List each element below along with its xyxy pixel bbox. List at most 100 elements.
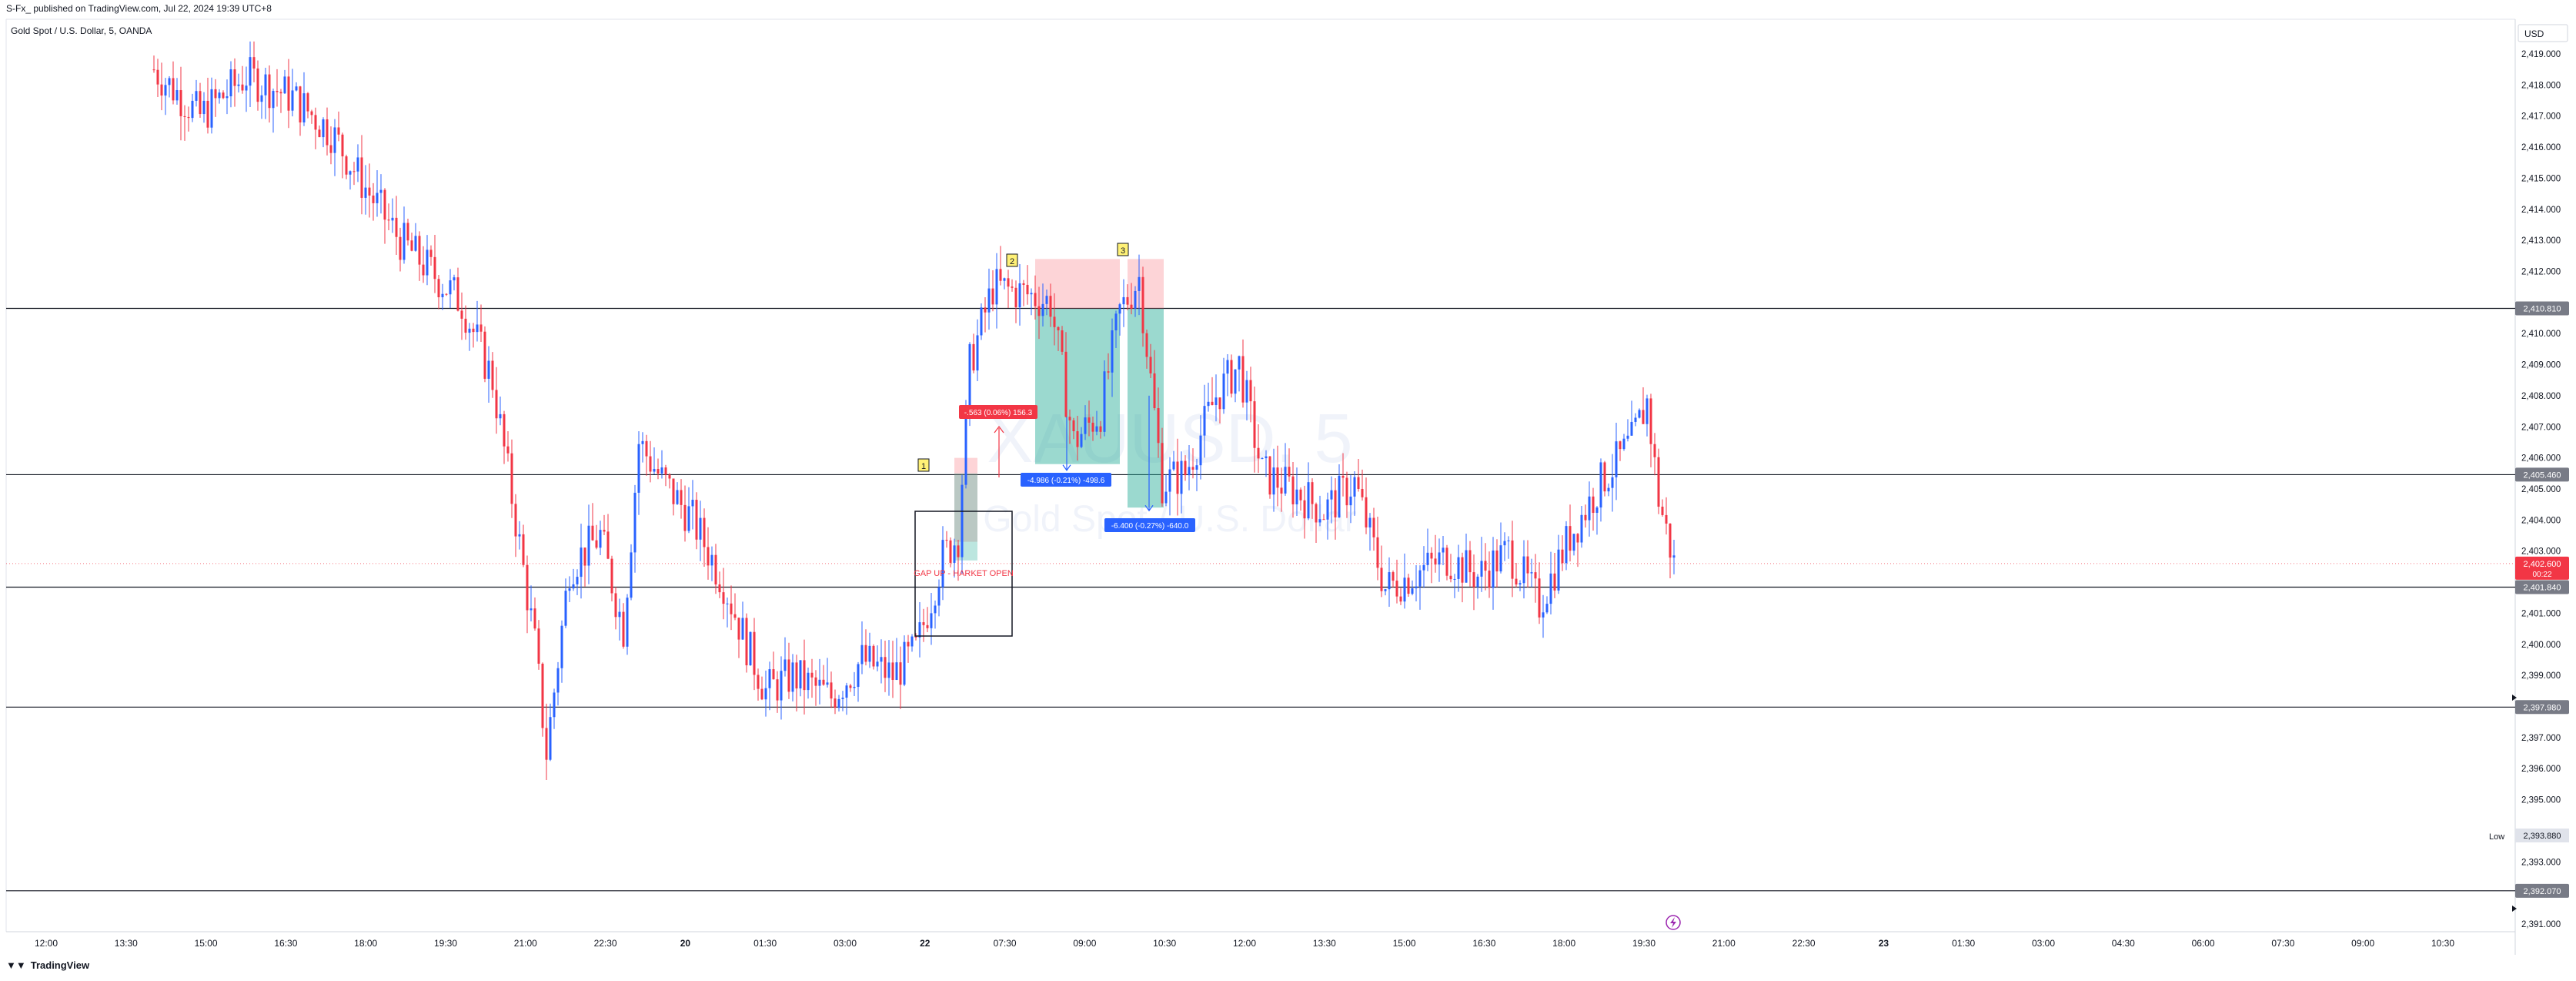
candle-body [179,90,182,116]
candle-body [1253,401,1256,448]
marker-3[interactable]: 3 [1117,243,1129,256]
candle-body [476,324,479,333]
candle-body [1480,561,1483,577]
time-tick-label: 06:00 [2192,938,2215,949]
position-pnl-label-2[interactable]: -4.986 (-0.21%) -498.6 [1021,473,1111,487]
candle-body [783,659,787,671]
candle-body [379,189,383,193]
candle-body [760,688,763,700]
candle-body [426,249,429,276]
candle-body [641,440,644,444]
candlestick-series [152,41,1676,780]
candle-body [599,530,602,548]
candle-body [614,593,617,618]
candle-body [1037,306,1041,316]
candle-body [183,116,186,117]
candle-body [722,592,725,604]
candle-body [1615,441,1618,477]
candle-body [395,217,398,237]
candle-body [1203,406,1206,436]
candle-body [175,90,179,101]
candle-body [360,157,363,198]
candle-body [295,86,298,91]
candle-body [999,269,1002,281]
candle-body [352,171,356,172]
candle-body [841,698,844,699]
candle-body [1207,401,1210,407]
tradingview-logo[interactable]: ▼▼ TradingView [6,959,89,971]
price-tick-label: 2,415.000 [2521,174,2561,183]
candle-body [387,219,390,221]
candle-body [668,474,671,479]
time-tick-label: 19:30 [434,938,457,949]
position-pnl-label-3[interactable]: -6.400 (-0.27%) -640.0 [1104,518,1195,532]
price-tick-label: 2,404.000 [2521,516,2561,525]
axis-pointer-icon-2 [2512,906,2517,912]
candle-body [1626,435,1629,439]
candle-body [780,671,783,701]
candle-body [1522,556,1525,584]
stop-zone-2[interactable] [1035,259,1120,309]
candle-body [787,659,790,692]
time-tick-label: 21:00 [1712,938,1736,949]
time-tick-label: 04:30 [2112,938,2135,949]
time-tick-label: 12:00 [35,938,58,949]
candle-body [791,662,794,692]
candle-body [556,668,560,693]
candle-body [249,57,252,86]
candle-body [1492,550,1495,588]
candle-body [1026,284,1029,295]
gap-box[interactable] [914,511,1013,637]
candle-body [664,467,667,475]
candle-body [1349,496,1352,506]
candle-body [1138,276,1141,291]
candle-body [984,307,987,313]
candle-body [337,127,340,135]
candle-body [391,217,394,221]
candle-body [622,611,625,647]
candle-body [1099,426,1102,432]
candle-body [276,91,279,92]
candle-body [1307,482,1310,519]
price-tick-label: 2,396.000 [2521,765,2561,774]
candle-body [199,91,202,115]
current-price-text: 2,402.600 [2524,560,2561,569]
candle-body [995,269,998,305]
candle-body [245,85,248,91]
time-tick-label: 01:30 [753,938,777,949]
candle-body [514,504,517,537]
candle-body [1064,351,1067,417]
symbol-legend[interactable]: Gold Spot / U.S. Dollar, 5, OANDA [11,25,152,36]
candle-body [837,698,840,708]
candle-body [872,645,875,667]
candle-body [606,531,610,559]
candle-body [937,587,941,606]
candle-body [222,92,225,99]
candle-body [503,413,506,447]
candle-body [287,76,290,111]
candle-body [895,662,898,680]
marker-2[interactable]: 2 [1006,253,1018,267]
candle-body [1041,303,1044,316]
candle-body [449,280,452,295]
level-price-badge [2515,301,2569,316]
marker-1[interactable]: 1 [917,458,930,472]
candle-body [703,517,706,547]
candle-body [414,236,417,251]
stop-zone-3[interactable] [1128,259,1164,309]
arrow-down-head [1144,504,1154,512]
candle-body [1453,578,1456,580]
svg-text:-4.986 (-0.21%) -498.6: -4.986 (-0.21%) -498.6 [1027,477,1105,485]
position-pnl-label-1[interactable]: -.563 (0.06%) 156.3 [959,405,1037,419]
candle-body [1645,398,1649,424]
candle-body [876,661,879,667]
candle-body [745,618,748,666]
low-marker-label: Low [2489,832,2504,842]
price-tick-label: 2,407.000 [2521,423,2561,432]
price-tick-label: 2,391.000 [2521,920,2561,929]
candle-body [1588,496,1591,521]
currency-button[interactable] [2518,24,2568,42]
price-tick-label: 2,400.000 [2521,641,2561,650]
candle-body [683,504,687,531]
